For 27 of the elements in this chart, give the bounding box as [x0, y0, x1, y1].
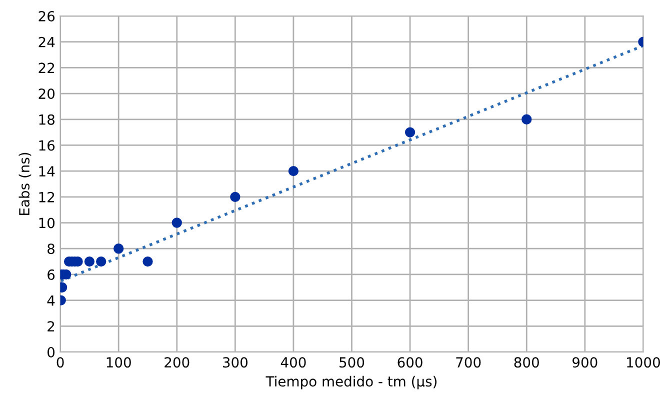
y-tick-label: 4 [47, 295, 55, 306]
y-tick-label: 22 [38, 62, 54, 73]
x-tick-label: 200 [164, 357, 190, 368]
y-tick-label: 20 [38, 88, 55, 100]
x-tick-label: 500 [340, 357, 364, 368]
x-tick-label: 400 [280, 357, 306, 368]
x-tick-label: 600 [398, 357, 422, 368]
y-tick-label: 8 [48, 244, 54, 254]
y-tick-label: 12 [39, 192, 54, 202]
y-tick-label: 24 [38, 36, 55, 48]
x-tick-label: 1000 [627, 357, 660, 368]
y-tick-label: 16 [39, 140, 55, 151]
x-tick-label: 900 [572, 357, 598, 368]
y-tick-label: 10 [39, 218, 55, 228]
y-tick-label: 2 [48, 321, 54, 332]
x-tick-label: 100 [106, 357, 131, 368]
y-tick-label: 14 [39, 166, 55, 176]
x-tick-label: 800 [514, 357, 539, 368]
y-tick-label: 18 [39, 114, 54, 125]
x-tick-label: 300 [222, 357, 248, 368]
y-axis-title: Eabs (ns) [18, 152, 32, 215]
y-tick-label: 0 [48, 346, 55, 358]
x-axis-title: Tiempo medido - tm (µs) [266, 376, 437, 390]
x-tick-label: 0 [56, 357, 64, 368]
y-tick-label: 26 [38, 10, 55, 22]
x-tick-label: 700 [456, 357, 481, 368]
y-tick-label: 6 [48, 269, 55, 280]
